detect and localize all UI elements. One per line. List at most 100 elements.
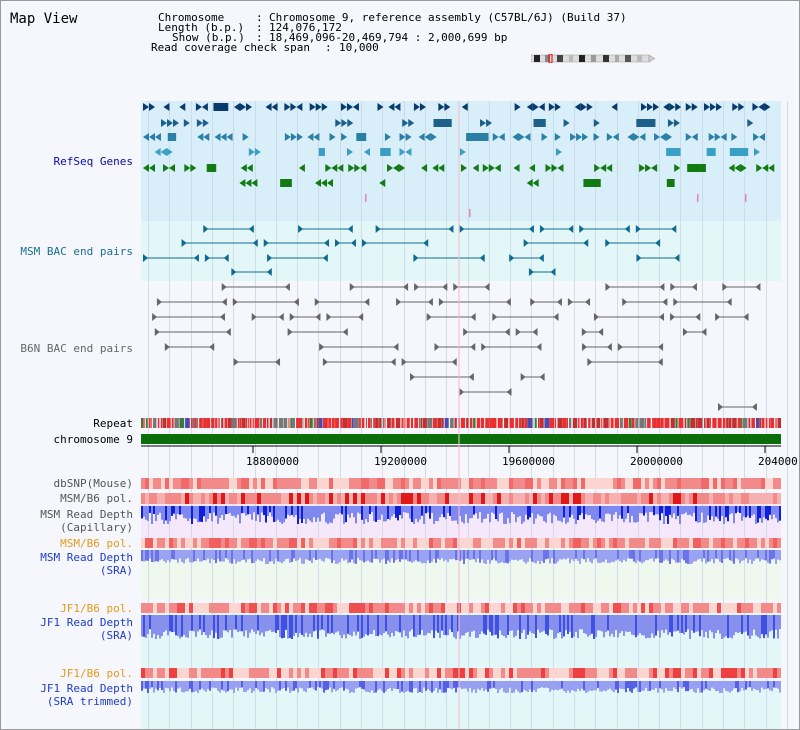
- feature-glyph: [290, 103, 297, 111]
- depth-bar: [353, 681, 355, 693]
- track-label-repeat[interactable]: Repeat: [93, 417, 133, 430]
- heat-cell: [701, 493, 705, 504]
- track-label-jf1-b6-pol-trim[interactable]: JF1/B6 pol.: [60, 667, 133, 680]
- depth-bar: [585, 681, 587, 693]
- repeat-segment: [278, 418, 283, 428]
- depth-bar: [611, 506, 613, 521]
- track-label-jf1-depth-trim[interactable]: JF1 Read Depth: [40, 682, 133, 695]
- heat-cell: [225, 493, 229, 504]
- depth-bar: [305, 615, 307, 633]
- feature-glyph: [245, 179, 252, 187]
- heat-cell: [605, 538, 609, 548]
- depth-bar: [331, 681, 333, 693]
- bac-end-pair: [528, 268, 556, 276]
- heat-cell: [177, 668, 181, 678]
- track-label-dbsnp[interactable]: dbSNP(Mouse): [53, 477, 133, 490]
- grid-line: [233, 101, 234, 729]
- depth-bar: [523, 681, 525, 690]
- repeat-track[interactable]: [141, 418, 781, 428]
- depth-bar: [191, 550, 193, 563]
- depth-bar: [273, 615, 275, 632]
- depth-bar: [511, 615, 513, 631]
- bac-end-pair: [164, 343, 215, 351]
- feature-glyph: [594, 164, 601, 172]
- heat-cell: [517, 668, 521, 678]
- depth-bar: [145, 681, 147, 689]
- bac-end-pair: [231, 268, 272, 276]
- depth-bar: [363, 550, 365, 563]
- chromosome-bar[interactable]: [141, 434, 781, 444]
- depth-bar: [435, 550, 437, 563]
- heat-cell: [293, 478, 297, 489]
- feature-glyph: [384, 133, 391, 141]
- msm-sra-depth[interactable]: [141, 550, 781, 576]
- repeat-segment: [476, 418, 481, 428]
- msm-b6-pol-heatmap[interactable]: [141, 493, 781, 504]
- heat-cell: [697, 478, 701, 489]
- depth-bar: [267, 681, 269, 690]
- depth-bar: [527, 506, 529, 520]
- track-label-msm-depth-sra[interactable]: MSM Read Depth: [40, 551, 133, 564]
- chromosome-ideogram[interactable]: [531, 54, 655, 63]
- feature-glyph: [341, 133, 348, 141]
- heat-cell: [401, 478, 405, 489]
- track-label-msm-bac[interactable]: MSM BAC end pairs: [20, 245, 133, 258]
- jf1-b6-pol-heatmap[interactable]: [141, 603, 781, 613]
- feature-glyph: [154, 148, 161, 156]
- feature-glyph: [246, 164, 253, 172]
- heat-cell: [565, 668, 569, 678]
- track-label-msm-b6-pol[interactable]: MSM/B6 pol.: [60, 492, 133, 505]
- depth-bar: [575, 506, 577, 524]
- track-label-msm-depth-capillary[interactable]: MSM Read Depth: [40, 508, 133, 521]
- msm-capillary-depth[interactable]: [141, 506, 781, 526]
- depth-bar: [185, 506, 187, 519]
- depth-bar: [141, 506, 143, 519]
- track-label-jf1-b6-pol[interactable]: JF1/B6 pol.: [60, 602, 133, 615]
- depth-bar: [545, 506, 547, 523]
- track-label-b6n-bac[interactable]: B6N BAC end pairs: [20, 342, 133, 355]
- repeat-segment: [190, 418, 193, 428]
- heat-cell: [413, 668, 417, 678]
- dbsnp-heatmap[interactable]: [141, 478, 781, 489]
- feature-glyph: [335, 119, 342, 127]
- depth-bar: [275, 550, 277, 559]
- msm-b6-pol-sra-heatmap[interactable]: [141, 538, 781, 548]
- heat-cell: [253, 493, 257, 504]
- depth-bar: [669, 615, 671, 633]
- heat-cell: [601, 668, 605, 678]
- jf1-b6-pol-trim-heatmap[interactable]: [141, 668, 781, 678]
- depth-bar: [389, 615, 391, 638]
- depth-bar: [329, 550, 331, 560]
- chromosome-sep: :: [256, 11, 263, 24]
- feature-tracks[interactable]: [141, 101, 783, 421]
- jf1-sra-depth[interactable]: [141, 615, 781, 643]
- heat-cell: [609, 668, 613, 678]
- bac-end-pair: [539, 225, 574, 233]
- track-label-refseq[interactable]: RefSeq Genes: [53, 155, 133, 168]
- depth-bar: [213, 681, 215, 688]
- heat-cell: [769, 668, 773, 678]
- depth-bar: [415, 681, 417, 689]
- depth-bar: [653, 615, 655, 638]
- track-label-chromosome[interactable]: chromosome 9: [53, 433, 133, 446]
- heat-cell: [153, 538, 157, 548]
- depth-bar: [579, 506, 581, 516]
- heat-cell: [245, 538, 249, 548]
- track-label-jf1-depth-sra[interactable]: JF1 Read Depth: [40, 616, 133, 629]
- depth-bar: [435, 615, 437, 631]
- depth-bar: [539, 681, 541, 689]
- depth-bar: [491, 506, 493, 513]
- track-label-msm-b6-pol-sra[interactable]: MSM/B6 pol.: [60, 537, 133, 550]
- heat-cell: [441, 668, 445, 678]
- heat-cell: [193, 603, 197, 613]
- heat-cell: [561, 478, 565, 489]
- depth-bar: [423, 550, 425, 564]
- depth-bar: [577, 506, 579, 520]
- grid-line: [212, 101, 213, 729]
- jf1-trimmed-depth[interactable]: [141, 681, 781, 701]
- heat-cell: [389, 478, 393, 489]
- depth-bar: [275, 615, 277, 633]
- depth-bar: [293, 615, 295, 636]
- heat-cell: [649, 493, 653, 504]
- depth-bar: [177, 506, 179, 515]
